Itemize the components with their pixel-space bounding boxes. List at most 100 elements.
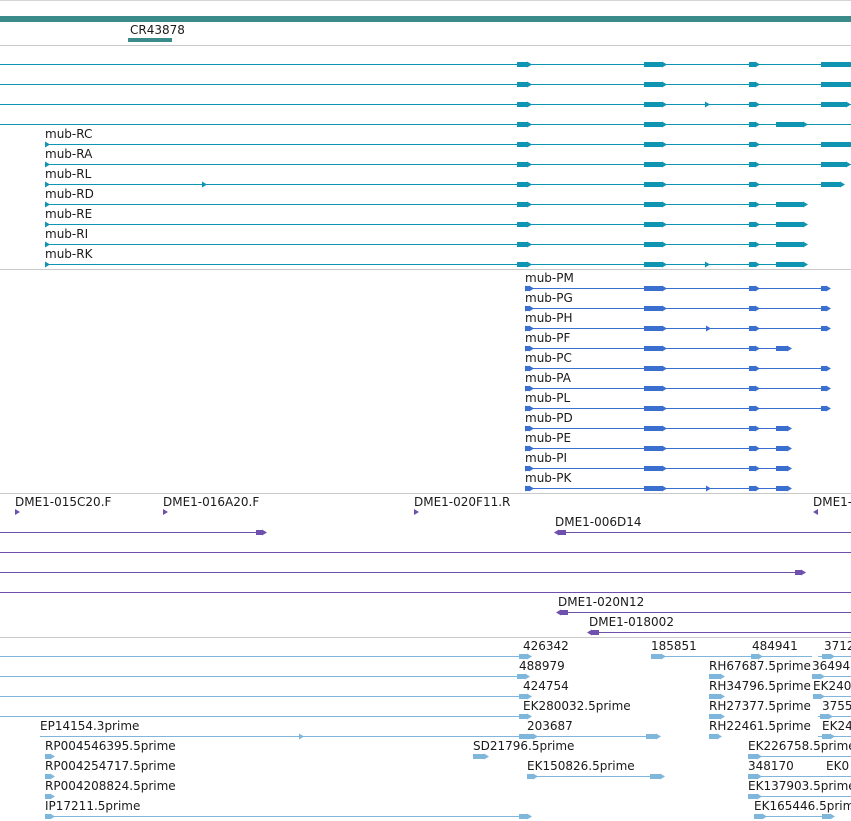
- est-block: [822, 814, 830, 819]
- feature-mub-re[interactable]: mub-RE: [45, 207, 808, 228]
- feature-label: mub-PH: [525, 311, 573, 325]
- feature-label: 426342: [523, 639, 569, 653]
- feature-est-ek240[interactable]: EK240: [813, 679, 851, 700]
- feature-label: RH27377.5prime: [709, 699, 811, 713]
- exon-block: [644, 62, 662, 67]
- strand-arrow-icon: [662, 285, 667, 292]
- clone-end-block: [795, 570, 801, 575]
- feature-mub-pk[interactable]: mub-PK: [525, 471, 792, 492]
- feature-est-36494[interactable]: 36494: [812, 659, 851, 680]
- clone-end-icon: [414, 509, 419, 515]
- feature-est-sd21796[interactable]: SD21796.5prime: [473, 739, 574, 760]
- feature-est-3755[interactable]: 3755: [818, 699, 851, 720]
- feature-dme1-015c20[interactable]: DME1-015C20.F: [15, 495, 112, 515]
- feature-mub-ri[interactable]: mub-RI: [45, 227, 808, 248]
- feature-est-185851[interactable]: 185851: [651, 639, 763, 660]
- exon-block: [644, 242, 662, 247]
- feature-clone-span-3[interactable]: [0, 569, 806, 576]
- feature-mub-pc[interactable]: mub-PC: [525, 351, 831, 372]
- est-block: [822, 654, 830, 659]
- start-arrow-icon: [45, 261, 50, 268]
- feature-mub-rc[interactable]: mub-RC: [45, 127, 851, 148]
- feature-mub-r-1[interactable]: [0, 61, 851, 68]
- exon-block: [517, 242, 527, 247]
- feature-dme1-020f11[interactable]: DME1-020F11.R: [414, 495, 510, 515]
- feature-est-ek165446[interactable]: EK165446.5prime: [754, 799, 851, 820]
- feature-mub-r-4[interactable]: [0, 121, 851, 128]
- feature-mub-pd[interactable]: mub-PD: [525, 411, 792, 432]
- feature-est-424754[interactable]: 424754: [0, 679, 569, 700]
- est-block: [709, 694, 720, 699]
- feature-est-rh22461[interactable]: RH22461.5prime: [709, 719, 811, 740]
- feature-dme1-006d14[interactable]: DME1-006D14: [554, 515, 851, 536]
- feature-est-ek0[interactable]: EK0: [825, 759, 851, 777]
- exon-block: [644, 446, 662, 451]
- exon-block: [644, 182, 662, 187]
- feature-mub-rl[interactable]: mub-RL: [45, 167, 845, 188]
- feature-est-rp004254717[interactable]: RP004254717.5prime: [45, 759, 176, 780]
- strand-arrow-icon: [705, 101, 710, 108]
- feature-mub-pl[interactable]: mub-PL: [525, 391, 831, 412]
- feature-dme1-016a20[interactable]: DME1-016A20.F: [163, 495, 259, 515]
- feature-est-426342[interactable]: 426342: [0, 639, 569, 660]
- exon-block: [749, 62, 755, 67]
- feature-dme1-018002[interactable]: DME1-018002: [587, 615, 851, 636]
- feature-est-rp004546395[interactable]: RP004546395.5prime: [45, 739, 176, 760]
- feature-mub-pg[interactable]: mub-PG: [525, 291, 831, 312]
- feature-est-203687[interactable]: 203687: [527, 719, 661, 740]
- feature-mub-rk[interactable]: mub-RK: [45, 247, 808, 268]
- strand-arrow-icon: [662, 305, 667, 312]
- strand-arrow-icon: [705, 261, 710, 268]
- feature-est-rh27377[interactable]: RH27377.5prime: [709, 699, 811, 720]
- strand-arrow-icon: [662, 81, 667, 88]
- feature-label: mub-RL: [45, 167, 92, 181]
- strand-arrow-icon: [533, 773, 538, 780]
- strand-arrow-icon: [662, 445, 667, 452]
- feature-mub-pi[interactable]: mub-PI: [525, 451, 792, 472]
- feature-label: mub-RE: [45, 207, 92, 221]
- feature-est-ek150826[interactable]: EK150826.5prime: [527, 759, 665, 780]
- feature-label: mub-RC: [45, 127, 92, 141]
- feature-est-ek137903[interactable]: EK137903.5prime: [748, 779, 851, 800]
- feature-mub-pf[interactable]: mub-PF: [525, 331, 792, 352]
- feature-dme1-020n12[interactable]: DME1-020N12: [556, 595, 851, 616]
- track-mub-p: mub-PM mub-PG mub-PH mub-PF mub-PC mub-PA mub-…: [525, 271, 831, 492]
- track-ests: 426342 185851 484941 3712 488979 RH67687.5pri…: [0, 639, 851, 820]
- feature-dme1-cut[interactable]: DME1-: [813, 495, 851, 515]
- feature-est-rh34796[interactable]: RH34796.5prime: [709, 679, 811, 700]
- feature-est-ek226758[interactable]: EK226758.5prime: [748, 739, 851, 760]
- feature-label: mub-RI: [45, 227, 88, 241]
- feature-label: 36494: [812, 659, 850, 673]
- strand-arrow-icon: [527, 121, 532, 128]
- feature-cr43878[interactable]: CR43878: [128, 23, 185, 42]
- feature-mub-r-2[interactable]: [0, 81, 851, 88]
- clone-end-icon: [556, 609, 561, 616]
- feature-est-3712[interactable]: 3712: [818, 639, 851, 660]
- feature-label: mub-PK: [525, 471, 572, 485]
- feature-mub-pa[interactable]: mub-PA: [525, 371, 831, 392]
- feature-mub-rd[interactable]: mub-RD: [45, 187, 808, 208]
- feature-mub-pm[interactable]: mub-PM: [525, 271, 831, 292]
- feature-mub-r-3[interactable]: [0, 101, 851, 108]
- est-block: [651, 654, 661, 659]
- feature-est-ek280032[interactable]: EK280032.5prime: [0, 699, 631, 720]
- feature-mub-ph[interactable]: mub-PH: [525, 311, 831, 332]
- strand-arrow-icon: [787, 445, 792, 452]
- exon-block: [821, 326, 826, 331]
- strand-arrow-icon: [662, 325, 667, 332]
- feature-est-484941[interactable]: 484941: [752, 639, 812, 657]
- exon-block: [749, 306, 755, 311]
- feature-est-488979[interactable]: 488979: [0, 659, 565, 680]
- feature-est-rp004208824[interactable]: RP004208824.5prime: [45, 779, 176, 800]
- feature-label: EK0: [826, 759, 849, 773]
- feature-est-ek24[interactable]: EK24: [818, 719, 851, 740]
- feature-clone-span-1[interactable]: [0, 529, 267, 536]
- feature-label: 3755: [822, 699, 851, 713]
- exon-block: [776, 222, 803, 227]
- feature-est-ip17211[interactable]: IP17211.5prime: [45, 799, 532, 820]
- feature-mub-pe[interactable]: mub-PE: [525, 431, 792, 452]
- feature-est-ep14154[interactable]: EP14154.3prime: [40, 719, 532, 740]
- feature-mub-ra[interactable]: mub-RA: [45, 147, 851, 168]
- est-block: [473, 754, 484, 759]
- feature-est-rh67687[interactable]: RH67687.5prime: [709, 659, 811, 680]
